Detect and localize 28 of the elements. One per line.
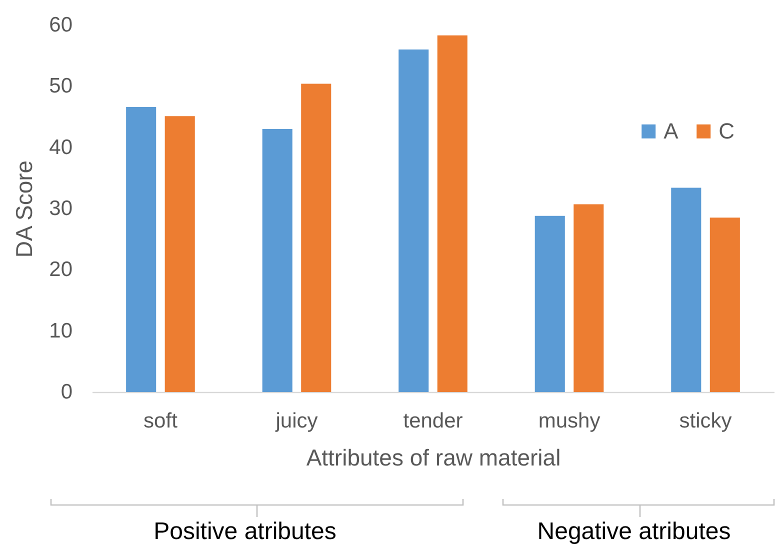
bar: [164, 116, 195, 392]
bar: [437, 35, 468, 392]
x-tick-label: mushy: [538, 410, 601, 432]
x-tick-label: soft: [144, 410, 178, 432]
bar: [301, 84, 332, 392]
legend-label: A: [664, 118, 679, 144]
text: Negative atributes: [537, 518, 731, 545]
y-tick-label: 60: [49, 14, 72, 36]
legend-label: C: [718, 118, 735, 144]
bar: [574, 204, 604, 392]
x-axis-title: Attributes of raw material: [306, 444, 561, 470]
y-tick-label: 40: [49, 136, 72, 159]
bar: [262, 128, 292, 392]
x-tick-label: sticky: [679, 410, 732, 432]
y-tick-label: 20: [49, 258, 72, 282]
y-axis-title: DA Score: [11, 160, 38, 258]
bar: [398, 49, 429, 392]
bar: [126, 106, 156, 392]
x-tick-label: tender: [403, 410, 463, 432]
bar: [534, 216, 565, 392]
bar: [671, 188, 702, 392]
y-tick-label: 10: [49, 319, 72, 342]
text: Positive atributes: [154, 518, 336, 545]
y-tick-label: 50: [49, 74, 72, 98]
y-tick-label: 0: [60, 380, 72, 404]
y-tick-label: 30: [49, 197, 72, 220]
x-tick-label: juicy: [274, 410, 318, 432]
bar: [710, 218, 740, 392]
